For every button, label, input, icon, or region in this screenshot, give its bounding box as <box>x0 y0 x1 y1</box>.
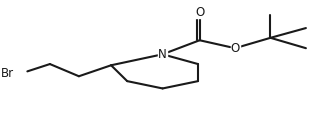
Bar <box>158 49 167 59</box>
Text: N: N <box>158 48 167 61</box>
Text: Br: Br <box>1 67 14 80</box>
Bar <box>6 68 23 78</box>
Text: O: O <box>195 6 204 19</box>
Bar <box>195 8 204 18</box>
Text: O: O <box>231 42 240 55</box>
Bar <box>231 43 240 53</box>
